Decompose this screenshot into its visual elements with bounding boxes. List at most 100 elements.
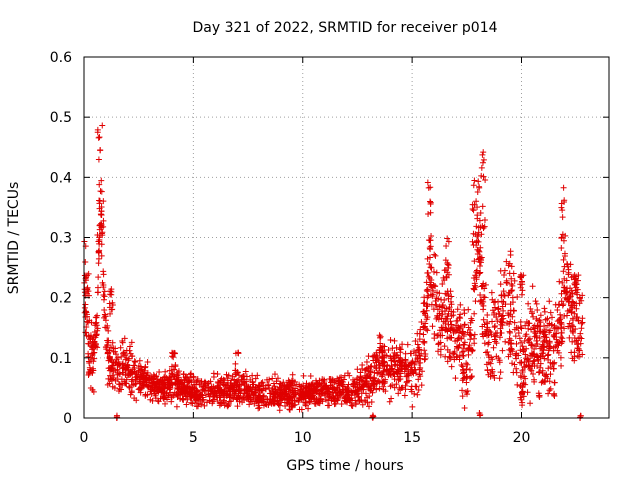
data-point [459,328,466,335]
data-point [106,364,113,371]
data-point [481,340,488,347]
data-point [244,390,251,397]
data-point [560,256,567,263]
data-point [402,382,409,389]
data-point [558,290,565,297]
data-point [127,343,134,350]
data-point [307,373,314,380]
data-point [108,286,115,293]
data-point [95,134,102,141]
data-point [521,373,528,380]
data-point [430,306,437,313]
data-point [173,403,180,410]
data-point [188,389,195,396]
data-point [331,398,338,405]
data-point [98,241,105,248]
grid-lines [84,57,609,418]
data-point [205,384,212,391]
data-point [209,388,216,395]
data-point [484,312,491,319]
data-point [384,362,391,369]
data-point [178,389,185,396]
data-point [302,385,309,392]
data-point [487,373,494,380]
data-point [529,342,536,349]
data-point [314,385,321,392]
data-point [456,334,463,341]
data-point [231,390,238,397]
data-point [476,263,483,270]
data-point [443,305,450,312]
data-point [483,361,490,368]
data-point [471,258,478,265]
data-point [530,370,537,377]
data-point [275,401,282,408]
data-point [571,353,578,360]
data-point [309,380,316,387]
data-point [375,358,382,365]
data-point [461,341,468,348]
data-point [445,238,452,245]
data-point [514,381,521,388]
data-point [426,245,433,252]
data-point [121,352,128,359]
data-point [513,365,520,372]
data-point [534,353,541,360]
data-point [231,384,238,391]
data-point [558,321,565,328]
data-point [306,387,313,394]
data-point [574,291,581,298]
data-point [565,323,572,330]
data-point [230,395,237,402]
data-point [571,302,578,309]
data-point [151,384,158,391]
data-point [421,308,428,315]
data-point [427,264,434,271]
data-point [289,371,296,378]
data-point [387,337,394,344]
data-point [166,367,173,374]
data-point [90,367,97,374]
data-point [85,350,92,357]
data-point [110,374,117,381]
data-point [500,307,507,314]
data-point [305,405,312,412]
data-point [363,359,370,366]
data-point [548,314,555,321]
data-point [101,306,108,313]
data-point [460,366,467,373]
data-point [255,405,262,412]
data-point [533,337,540,344]
data-point [546,345,553,352]
data-point [102,324,109,331]
data-point [456,324,463,331]
data-point [519,367,526,374]
data-point [412,337,419,344]
data-point [270,380,277,387]
data-point [266,385,273,392]
data-point [444,358,451,365]
data-point [558,245,565,252]
data-point [525,300,532,307]
data-point [566,320,573,327]
data-point [446,306,453,313]
data-point [473,198,480,205]
data-point [137,372,144,379]
data-point [446,354,453,361]
data-point [83,332,90,339]
data-point [417,373,424,380]
data-point [495,306,502,313]
data-point [471,310,478,317]
data-point [363,380,370,387]
data-point [263,396,270,403]
data-point [532,330,539,337]
data-point [168,363,175,370]
data-point [320,389,327,396]
data-point [534,334,541,341]
data-point [424,288,431,295]
data-point [96,197,103,204]
data-point [334,384,341,391]
data-point [459,352,466,359]
x-axis-label: GPS time / hours [286,458,403,474]
data-point [545,356,552,363]
